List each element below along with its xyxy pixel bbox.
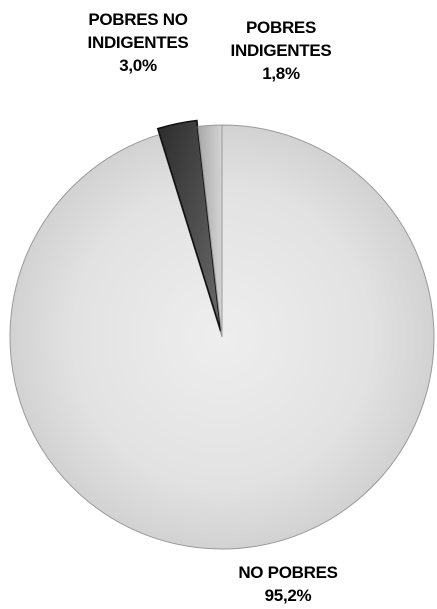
pie-slices <box>9 119 435 550</box>
slice-label-1: NO POBRES 95,2% <box>238 563 337 605</box>
pie-slice-2 <box>156 119 222 332</box>
pie-labels: NO POBRES 95,2% POBRES NO INDIGENTES 3,0% POB… <box>88 10 338 605</box>
slice-label-3: POBRES INDIGENTES 1,8% <box>231 18 332 83</box>
slice-label-2: POBRES NO INDIGENTES 3,0% <box>88 10 189 75</box>
pie-slice-3 <box>197 124 223 338</box>
